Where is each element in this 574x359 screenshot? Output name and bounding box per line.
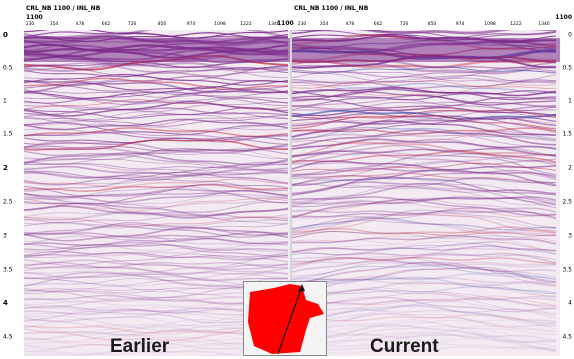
section-line	[277, 285, 303, 355]
left-panel-ticks: 230 354 478 602 726 850 974 1098 1222 13…	[26, 22, 288, 30]
time-label: 0.5	[562, 64, 572, 72]
time-label: 4.5	[562, 333, 572, 341]
time-label: 1	[568, 97, 572, 105]
panel-divider	[290, 30, 292, 356]
time-label: 4	[568, 299, 572, 307]
time-label: 0	[568, 31, 572, 39]
current-label: Current	[370, 336, 439, 357]
left-panel-line-id: 1100	[26, 14, 43, 21]
time-label: 1.5	[3, 130, 13, 138]
time-label: 2.5	[562, 198, 572, 206]
right-panel-line-id-right: 1100	[555, 14, 572, 21]
tick-label: 602	[373, 22, 383, 27]
tick-label: 974	[186, 22, 196, 27]
earlier-label: Earlier	[110, 336, 170, 357]
right-seismic-section	[292, 30, 560, 356]
right-panel-line-id-left: 1100	[277, 20, 294, 27]
time-label: 4.5	[3, 333, 13, 341]
tick-label: 1098	[484, 22, 496, 27]
tick-label: 850	[157, 22, 167, 27]
right-seismic-panel: CRL_NB 1100 / INL_NB 1100 1100 230 354 4…	[277, 0, 574, 357]
time-label: 3	[3, 232, 7, 240]
right-panel-header: CRL_NB 1100 / INL_NB	[294, 5, 369, 12]
time-label: 4	[3, 299, 8, 307]
time-label: 0	[3, 31, 8, 39]
tick-label: 230	[25, 22, 35, 27]
time-label: 1.5	[562, 130, 572, 138]
time-label: 1	[3, 97, 7, 105]
time-label: 2	[3, 164, 8, 172]
right-panel-ticks: 230 354 478 602 726 850 974 1098 1222 13…	[294, 22, 556, 30]
time-label: 3	[568, 232, 572, 240]
tick-label: 230	[297, 22, 307, 27]
tick-label: 1222	[240, 22, 252, 27]
tick-label: 1346	[268, 22, 280, 27]
location-map-icon	[248, 284, 324, 355]
tick-label: 478	[75, 22, 85, 27]
left-panel-header: CRL_NB 1100 / INL_NB	[26, 5, 101, 12]
time-label: 2.5	[3, 198, 13, 206]
tick-label: 354	[49, 22, 59, 27]
tick-label: 354	[319, 22, 329, 27]
time-label: 3.5	[3, 266, 13, 274]
time-label: 0.5	[3, 64, 13, 72]
tick-label: 602	[101, 22, 111, 27]
survey-area-shape	[248, 284, 324, 354]
tick-label: 1098	[214, 22, 226, 27]
tick-label: 974	[455, 22, 465, 27]
section-arrow-icon	[298, 284, 305, 292]
right-seismic-image	[292, 30, 560, 356]
tick-label: 850	[427, 22, 437, 27]
tick-label: 726	[399, 22, 409, 27]
time-label: 3.5	[562, 266, 572, 274]
tick-label: 726	[127, 22, 137, 27]
location-map-inset	[243, 281, 327, 356]
tick-label: 1222	[510, 22, 522, 27]
tick-label: 478	[345, 22, 355, 27]
tick-label: 1346	[538, 22, 550, 27]
time-label: 2	[568, 164, 572, 172]
